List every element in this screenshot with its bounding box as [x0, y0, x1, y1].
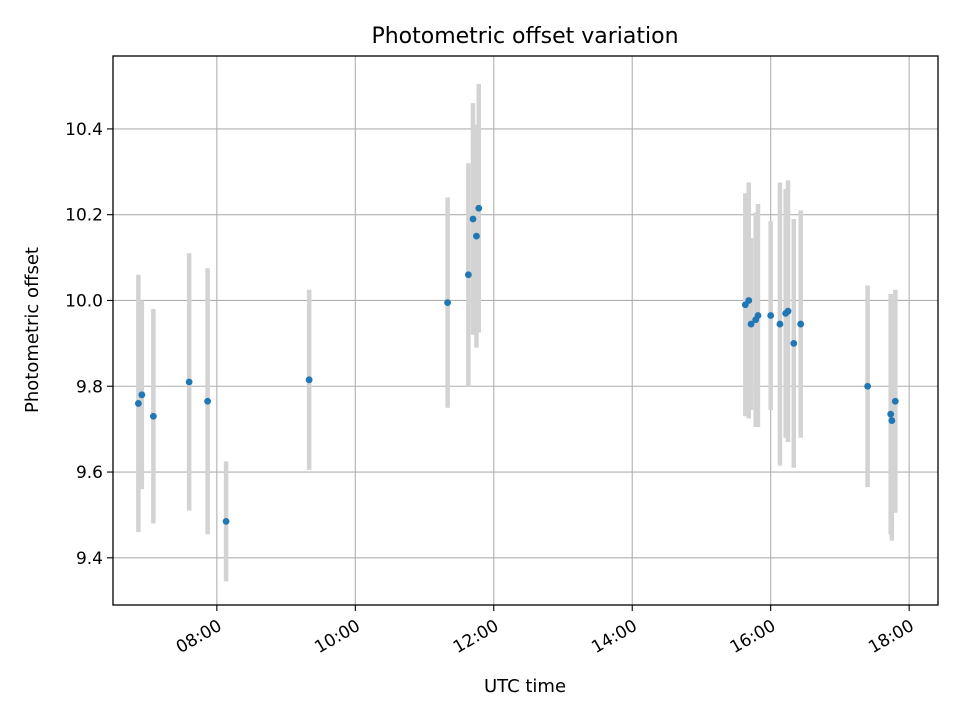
data-point [797, 320, 805, 328]
y-tick-label: 9.4 [76, 549, 103, 569]
x-axis: 08:00 10:00 12:00 14:00 16:00 18:00 [173, 605, 918, 658]
grid [113, 56, 938, 605]
data-point [473, 232, 480, 240]
x-tick-label: 14:00 [588, 616, 640, 658]
plot-frame [112, 55, 939, 606]
x-axis-label: UTC time [484, 676, 566, 697]
data-point [475, 204, 483, 212]
x-tick-label: 10:00 [311, 616, 363, 658]
data-point [469, 215, 477, 223]
data-point [891, 397, 899, 405]
data-point [444, 299, 452, 307]
data-point [887, 410, 895, 418]
y-tick-label: 9.6 [76, 463, 103, 483]
data-point [767, 312, 775, 319]
data-point [138, 391, 146, 399]
y-tick-label: 9.8 [76, 377, 103, 397]
data-point [790, 339, 798, 347]
data-point [149, 412, 157, 420]
data-point [185, 378, 193, 386]
data-points [134, 204, 899, 525]
data-point [784, 307, 792, 315]
error-bars [136, 83, 898, 582]
x-tick-label: 18:00 [865, 616, 917, 658]
y-axis-label: Photometric offset [22, 247, 43, 413]
data-point [864, 382, 872, 390]
data-point [754, 312, 762, 319]
data-point [888, 417, 896, 424]
y-tick-label: 10.2 [65, 206, 103, 226]
data-point [204, 397, 212, 405]
data-point [464, 271, 472, 279]
chart-title: Photometric offset variation [371, 24, 678, 49]
x-tick-label: 08:00 [173, 616, 225, 658]
y-tick-label: 10.0 [65, 291, 103, 311]
data-point [134, 400, 142, 407]
x-tick-label: 12:00 [450, 616, 502, 658]
data-point [745, 297, 753, 304]
y-tick-label: 10.4 [65, 120, 103, 140]
data-point [776, 320, 784, 328]
data-point [305, 376, 313, 384]
data-point [222, 517, 230, 525]
y-axis: 9.4 9.6 9.8 10.0 10.2 10.4 [65, 120, 113, 569]
x-tick-label: 16:00 [727, 616, 779, 658]
data-point [747, 320, 755, 328]
